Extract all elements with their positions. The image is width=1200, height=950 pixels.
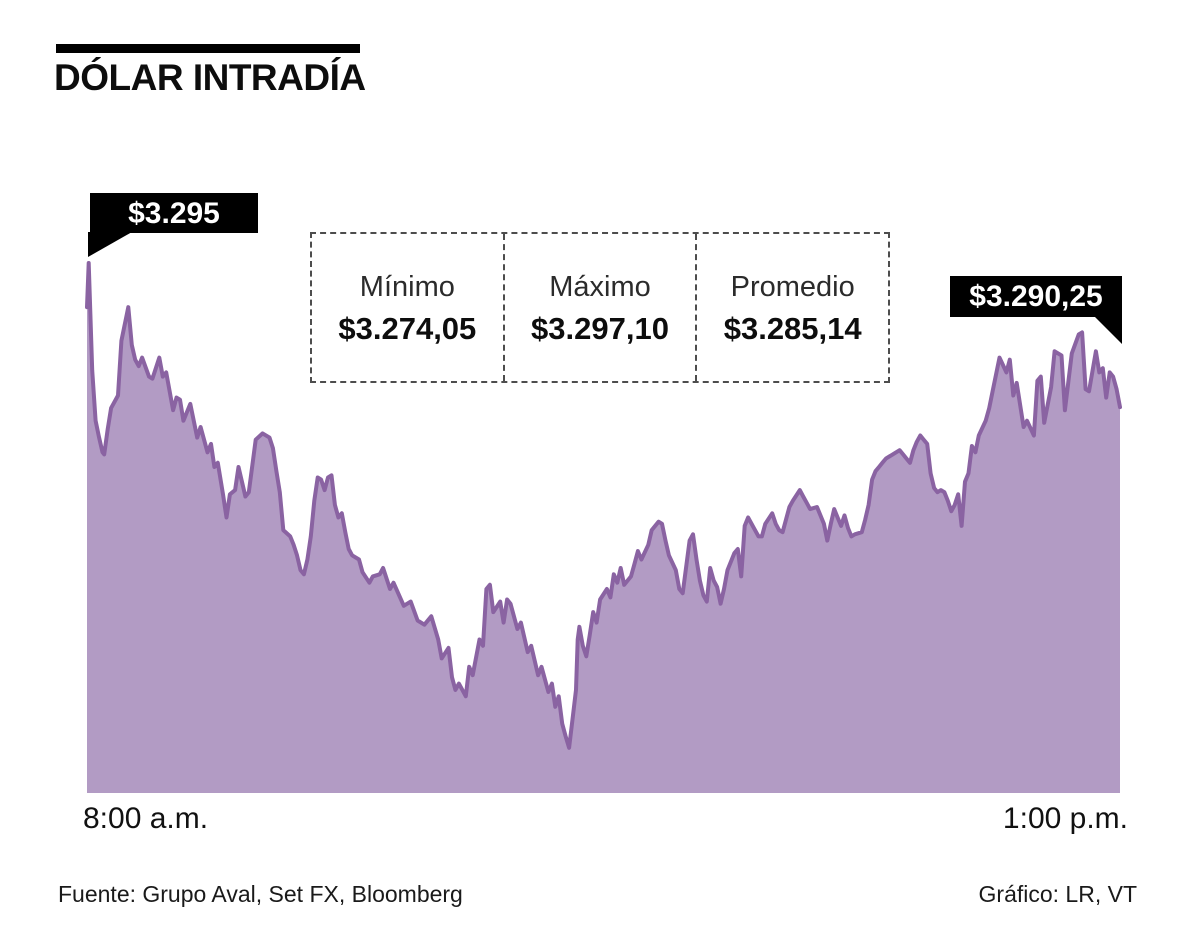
stat-minimum-value: $3.274,05 (338, 310, 477, 346)
close-callout-pointer-icon (1094, 316, 1122, 344)
open-price-label: $3.295 (128, 197, 220, 230)
credit-note: Gráfico: LR, VT (978, 881, 1137, 907)
intraday-area-chart (85, 261, 1122, 793)
stat-minimum-label: Mínimo (359, 271, 455, 304)
x-axis-start-label: 8:00 a.m. (83, 802, 209, 835)
title-accent-bar (56, 44, 360, 53)
price-chart-svg (85, 261, 1122, 793)
price-line (85, 261, 1122, 750)
stat-maximum-label: Máximo (549, 271, 651, 304)
stats-box: Mínimo $3.274,05 Máximo $3.297,10 Promed… (310, 232, 890, 383)
close-price-callout: $3.290,25 (950, 276, 1122, 317)
stat-maximum: Máximo $3.297,10 (502, 234, 696, 381)
stat-average-label: Promedio (730, 271, 855, 304)
stat-minimum: Mínimo $3.274,05 (312, 234, 503, 381)
stat-maximum-value: $3.297,10 (531, 310, 669, 346)
x-axis-end-label: 1:00 p.m. (1002, 802, 1128, 835)
page-title: DÓLAR INTRADÍA (54, 57, 366, 98)
open-callout-pointer-icon (88, 232, 132, 257)
source-note: Fuente: Grupo Aval, Set FX, Bloomberg (58, 881, 463, 907)
open-price-callout: $3.295 (90, 193, 258, 233)
price-area-fill (87, 263, 1120, 793)
close-price-label: $3.290,25 (969, 280, 1103, 313)
stat-average-value: $3.285,14 (723, 310, 862, 346)
stat-average: Promedio $3.285,14 (695, 234, 888, 381)
